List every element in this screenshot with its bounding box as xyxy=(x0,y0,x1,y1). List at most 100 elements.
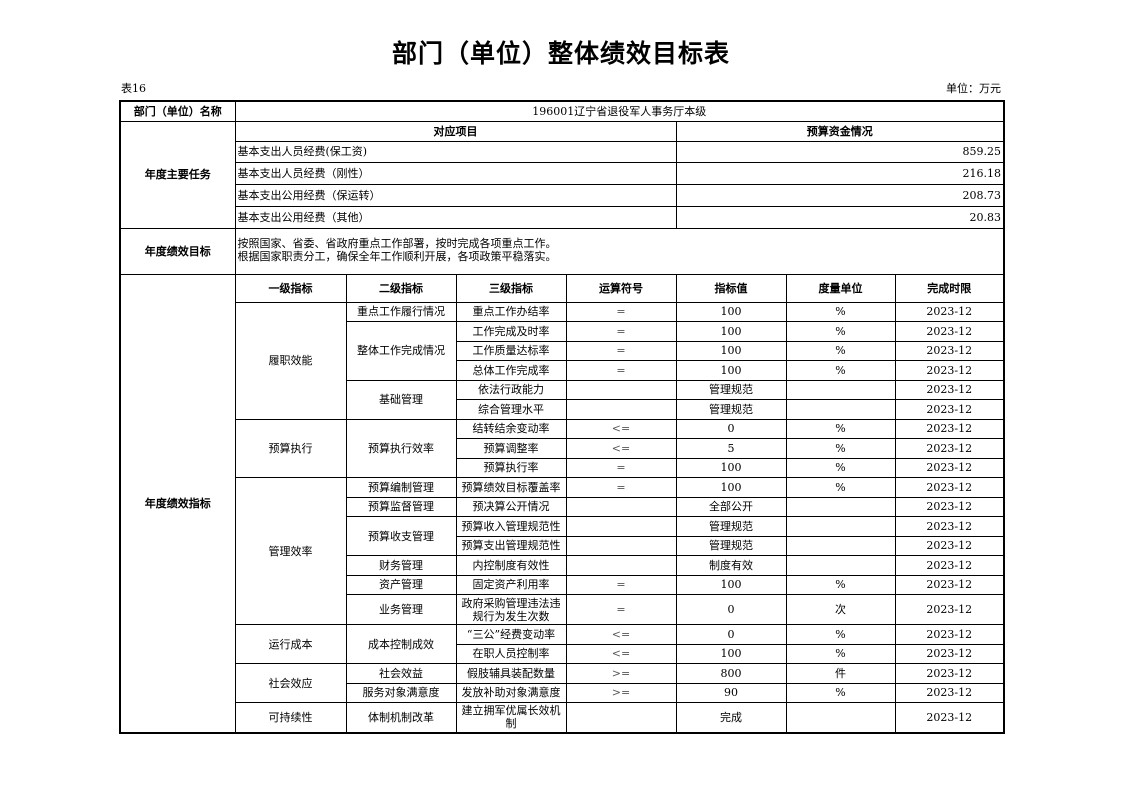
level3-indicator: 预算执行率 xyxy=(455,457,567,478)
goal-label: 年度绩效目标 xyxy=(119,227,236,275)
operator xyxy=(565,702,677,733)
task-row: 基本支出人员经费（刚性） 216.18 xyxy=(120,161,1005,185)
level2-indicator: 服务对象满意度 xyxy=(345,682,457,703)
level2-indicator: 基础管理 xyxy=(345,379,457,420)
level2-indicator: 财务管理 xyxy=(345,555,457,576)
level3-indicator: 内控制度有效性 xyxy=(455,555,567,576)
measure-unit xyxy=(785,379,896,400)
indicator-row: 业务管理 政府采购管理违法违规行为发生次数 = 0 次 2023-12 xyxy=(120,594,1005,625)
indicator-value: 管理规范 xyxy=(675,379,787,400)
level3-indicator: 预算收入管理规范性 xyxy=(455,516,567,537)
level3-indicator: 预决算公开情况 xyxy=(455,496,567,517)
dept-value: 196001辽宁省退役军人事务厅本级 xyxy=(234,100,1005,122)
measure-unit: % xyxy=(785,643,896,664)
indicator-value: 5 xyxy=(675,438,787,459)
task-row: 基本支出公用经费（其他） 20.83 xyxy=(120,205,1005,229)
indicator-value: 100 xyxy=(675,574,787,595)
col-budget-header: 预算资金情况 xyxy=(675,120,1005,142)
tasks-label: 年度主要任务 xyxy=(119,120,236,229)
level3-indicator: 在职人员控制率 xyxy=(455,643,567,664)
indicator-header: 一级指标 xyxy=(234,273,347,303)
level3-indicator: 建立拥军优属长效机制 xyxy=(455,702,567,733)
level2-indicator: 社会效益 xyxy=(345,663,457,684)
level1-indicator: 社会效应 xyxy=(234,663,347,703)
indicator-value: 100 xyxy=(675,643,787,664)
operator xyxy=(565,496,677,517)
measure-unit: % xyxy=(785,360,896,381)
indicator-row: 工作质量达标率 = 100% 2023-12 xyxy=(120,340,1005,361)
operator: = xyxy=(565,574,677,595)
indicator-row: 预算执行 预算执行效率 结转结余变动率 <= 0% 2023-12 xyxy=(120,418,1005,478)
indicator-value: 0 xyxy=(675,418,787,439)
task-amount: 216.18 xyxy=(675,161,1005,185)
operator: = xyxy=(565,360,677,381)
operator: <= xyxy=(565,418,677,439)
deadline: 2023-12 xyxy=(894,360,1005,381)
indicator-value: 0 xyxy=(675,594,787,625)
level1-indicator: 履职效能 xyxy=(234,301,347,420)
level3-indicator: 工作质量达标率 xyxy=(455,340,567,361)
task-item: 基本支出人员经费（刚性） xyxy=(234,161,677,185)
measure-unit: % xyxy=(785,682,896,703)
level3-indicator: 综合管理水平 xyxy=(455,399,567,420)
deadline: 2023-12 xyxy=(894,457,1005,478)
unit-label: 单位：万元 xyxy=(946,82,1001,95)
level3-indicator: 重点工作办结率 xyxy=(455,301,567,322)
indicator-value: 管理规范 xyxy=(675,399,787,420)
task-amount: 208.73 xyxy=(675,183,1005,207)
indicator-row: 基础管理 依法行政能力 管理规范 2023-12 xyxy=(120,379,1005,420)
indicator-header-row: 年度绩效指标 一级指标 二级指标 三级指标 运算符号 指标值 度量单位 完成时限 xyxy=(119,273,1005,733)
operator: <= xyxy=(565,643,677,664)
operator: <= xyxy=(565,624,677,645)
level3-indicator: 政府采购管理违法违规行为发生次数 xyxy=(455,594,567,625)
level2-indicator: 体制机制改革 xyxy=(345,702,457,733)
tasks-header-row: 年度主要任务 对应项目 预算资金情况 xyxy=(119,120,1005,229)
deadline: 2023-12 xyxy=(894,643,1005,664)
operator xyxy=(565,535,677,556)
operator: = xyxy=(565,457,677,478)
deadline: 2023-12 xyxy=(894,379,1005,400)
operator: = xyxy=(565,340,677,361)
level2-indicator: 预算收支管理 xyxy=(345,516,457,556)
level3-indicator: 结转结余变动率 xyxy=(455,418,567,439)
deadline: 2023-12 xyxy=(894,663,1005,684)
indicator-row: 可持续性 体制机制改革 建立拥军优属长效机制 完成 2023-12 xyxy=(120,702,1005,733)
indicator-row: 履职效能 重点工作履行情况 重点工作办结率 = 100% 2023-12 xyxy=(120,301,1005,420)
indicator-value: 完成 xyxy=(675,702,787,733)
deadline: 2023-12 xyxy=(894,399,1005,420)
measure-unit: % xyxy=(785,321,896,342)
indicator-header: 指标值 xyxy=(675,273,787,303)
goal-line: 按照国家、省委、省政府重点工作部署，按时完成各项重点工作。 xyxy=(237,236,557,250)
deadline: 2023-12 xyxy=(894,321,1005,342)
measure-unit: 次 xyxy=(785,594,896,625)
measure-unit: % xyxy=(785,438,896,459)
deadline: 2023-12 xyxy=(894,516,1005,537)
indicator-value: 制度有效 xyxy=(675,555,787,576)
indicator-value: 100 xyxy=(675,301,787,322)
indicator-header: 度量单位 xyxy=(785,273,896,303)
deadline: 2023-12 xyxy=(894,477,1005,498)
indicator-value: 100 xyxy=(675,360,787,381)
level2-indicator: 预算执行效率 xyxy=(345,418,457,478)
indicator-row: 服务对象满意度 发放补助对象满意度 >= 90% 2023-12 xyxy=(120,682,1005,703)
measure-unit xyxy=(785,535,896,556)
level2-indicator: 重点工作履行情况 xyxy=(345,301,457,322)
indicator-header: 三级指标 xyxy=(455,273,567,303)
level2-indicator: 资产管理 xyxy=(345,574,457,595)
measure-unit: % xyxy=(785,624,896,645)
operator xyxy=(565,555,677,576)
page-title: 部门（单位）整体绩效目标表 xyxy=(391,39,730,68)
operator xyxy=(565,379,677,400)
level3-indicator: 固定资产利用率 xyxy=(455,574,567,595)
indicator-row: 预算监督管理 预决算公开情况 全部公开 2023-12 xyxy=(120,496,1005,517)
deadline: 2023-12 xyxy=(894,340,1005,361)
deadline: 2023-12 xyxy=(894,682,1005,703)
deadline: 2023-12 xyxy=(894,496,1005,517)
level3-indicator: “三公”经费变动率 xyxy=(455,624,567,645)
deadline: 2023-12 xyxy=(894,418,1005,439)
operator: = xyxy=(565,321,677,342)
measure-unit: % xyxy=(785,574,896,595)
level3-indicator: 发放补助对象满意度 xyxy=(455,682,567,703)
task-amount: 20.83 xyxy=(675,205,1005,229)
indicator-value: 100 xyxy=(675,457,787,478)
